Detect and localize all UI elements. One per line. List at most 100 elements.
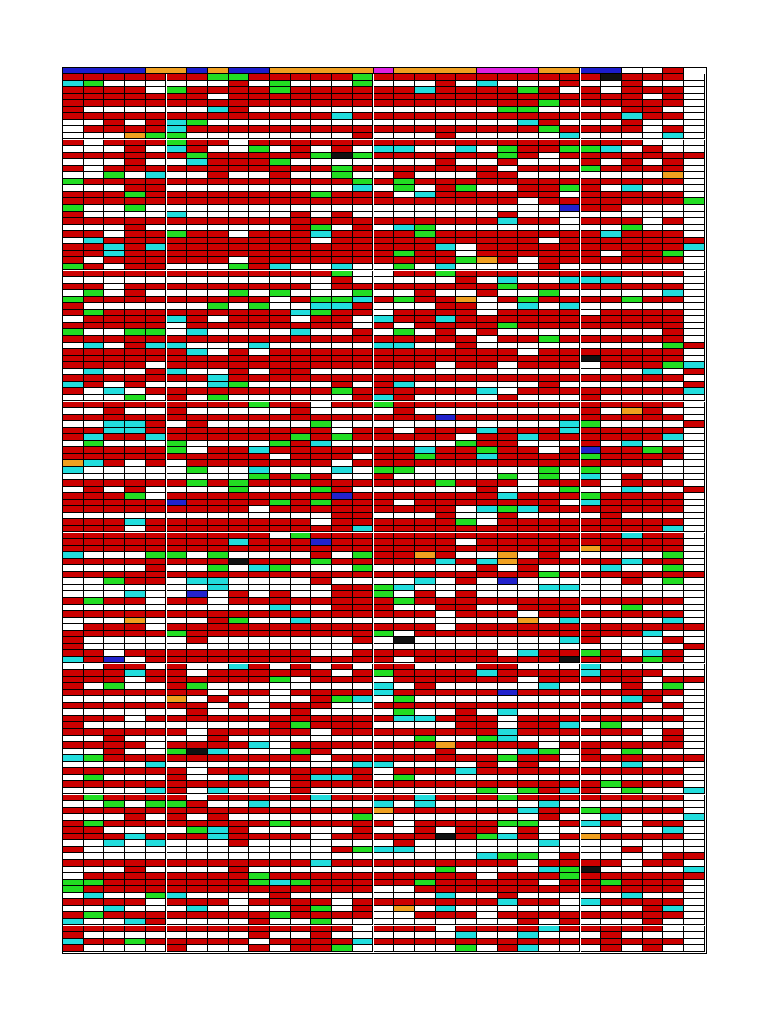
table-cell bbox=[207, 755, 229, 762]
table-cell bbox=[684, 231, 705, 238]
table-cell bbox=[207, 165, 229, 173]
table-cell bbox=[145, 591, 167, 598]
table-cell bbox=[518, 722, 540, 729]
table-cell bbox=[477, 263, 498, 271]
table-cell bbox=[83, 689, 105, 697]
table-cell bbox=[145, 945, 167, 952]
table-cell bbox=[166, 198, 188, 205]
table-cell bbox=[352, 656, 374, 664]
table-cell bbox=[207, 945, 229, 952]
table-cell bbox=[125, 591, 146, 598]
table-cell bbox=[559, 945, 581, 952]
table-cell bbox=[290, 787, 312, 795]
table-cell bbox=[290, 918, 312, 926]
table-cell bbox=[518, 624, 540, 631]
table-cell bbox=[83, 722, 105, 729]
table-cell bbox=[414, 100, 436, 107]
table-cell bbox=[559, 427, 581, 435]
table-cell bbox=[83, 656, 105, 664]
table-cell bbox=[539, 787, 560, 795]
table-cell bbox=[435, 525, 457, 533]
table-cell bbox=[104, 93, 126, 101]
table-cell bbox=[373, 787, 395, 795]
table-cell bbox=[249, 656, 270, 664]
table-cell bbox=[621, 558, 643, 566]
table-cell bbox=[63, 656, 84, 664]
table-cell bbox=[187, 93, 208, 101]
table-cell bbox=[228, 394, 250, 402]
table-cell bbox=[477, 87, 498, 94]
table-cell bbox=[497, 945, 519, 952]
table-cell bbox=[642, 853, 664, 860]
table-cell bbox=[642, 362, 664, 369]
table-cell bbox=[477, 329, 498, 336]
table-cell bbox=[145, 74, 167, 81]
table-cell bbox=[663, 689, 684, 697]
table-cell bbox=[332, 558, 353, 566]
table-cell bbox=[352, 394, 374, 402]
table-cell bbox=[539, 93, 560, 101]
table-cell bbox=[228, 525, 250, 533]
table-cell bbox=[642, 100, 664, 107]
table-cell bbox=[621, 329, 643, 336]
table-cell bbox=[63, 624, 84, 631]
table-cell bbox=[539, 74, 560, 81]
table-cell bbox=[559, 853, 581, 860]
table-cell bbox=[394, 624, 415, 631]
table-cell bbox=[228, 427, 250, 435]
table-cell bbox=[145, 231, 167, 238]
table-cell bbox=[414, 87, 436, 94]
table-cell bbox=[207, 493, 229, 500]
table-cell bbox=[104, 198, 126, 205]
table-cell bbox=[332, 329, 353, 336]
table-cell bbox=[414, 80, 436, 88]
table-cell bbox=[270, 427, 291, 435]
table-cell bbox=[414, 722, 436, 729]
table-cell bbox=[373, 100, 395, 107]
table-cell bbox=[332, 100, 353, 107]
header-group-6 bbox=[270, 68, 374, 74]
table-cell bbox=[332, 362, 353, 369]
table-cell bbox=[311, 394, 333, 402]
table-cell bbox=[518, 132, 540, 140]
table-cell bbox=[373, 722, 395, 729]
table-cell bbox=[145, 93, 167, 101]
table-cell bbox=[559, 263, 581, 271]
table-cell bbox=[394, 525, 415, 533]
table-cell bbox=[559, 591, 581, 598]
table-cell bbox=[621, 460, 643, 467]
table-cell bbox=[601, 231, 622, 238]
table-cell bbox=[539, 231, 560, 238]
header-group-3 bbox=[187, 68, 208, 74]
table-cell bbox=[601, 198, 622, 205]
table-cell bbox=[394, 853, 415, 860]
table-cell bbox=[642, 591, 664, 598]
table-cell bbox=[187, 722, 208, 729]
table-cell bbox=[166, 100, 188, 107]
table-cell bbox=[187, 591, 208, 598]
table-cell bbox=[477, 460, 498, 467]
table-cell bbox=[539, 945, 560, 952]
table-cell bbox=[63, 525, 84, 533]
table-cell bbox=[394, 656, 415, 664]
table-cell bbox=[228, 80, 250, 88]
table-cell bbox=[332, 525, 353, 533]
table-cell bbox=[435, 918, 457, 926]
table-cell bbox=[249, 93, 270, 101]
table-cell bbox=[414, 493, 436, 500]
table-cell bbox=[145, 755, 167, 762]
table-cell bbox=[684, 787, 705, 795]
table-cell bbox=[684, 886, 705, 893]
table-cell bbox=[352, 329, 374, 336]
table-cell bbox=[311, 624, 333, 631]
table-cell bbox=[414, 362, 436, 369]
table-cell bbox=[145, 198, 167, 205]
table-cell bbox=[187, 918, 208, 926]
table-cell bbox=[684, 755, 705, 762]
table-cell bbox=[601, 263, 622, 271]
table-cell bbox=[249, 558, 270, 566]
table-cell bbox=[394, 394, 415, 402]
table-cell bbox=[166, 493, 188, 500]
table-cell bbox=[187, 165, 208, 173]
table-cell bbox=[621, 820, 643, 828]
